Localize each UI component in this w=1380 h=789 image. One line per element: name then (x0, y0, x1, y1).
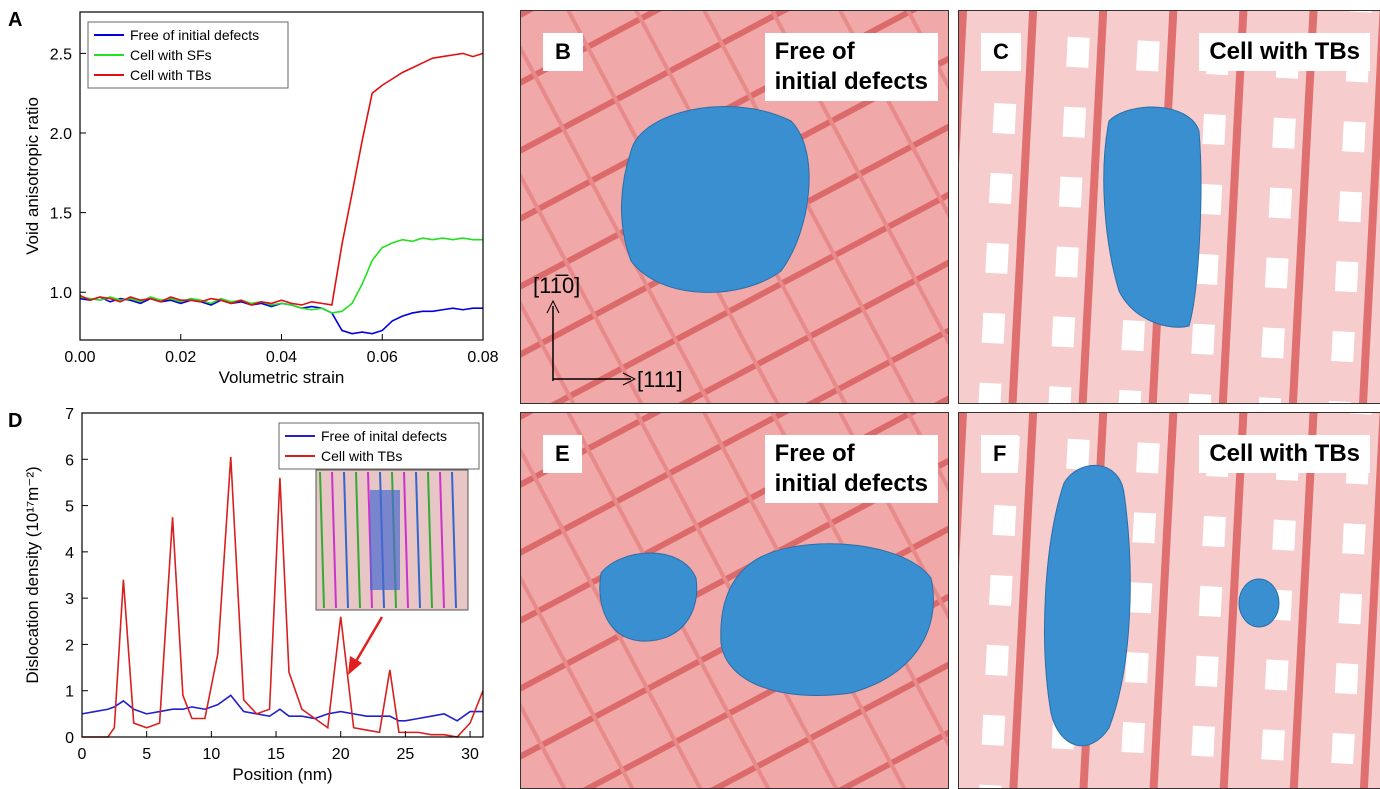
panel-label: D (8, 410, 22, 432)
caption-line: Cell with TBs (1209, 440, 1360, 467)
inset-detail (439, 471, 445, 609)
panel-label: A (8, 9, 22, 31)
x-tick-label: 0.08 (467, 349, 498, 366)
caption-line: initial defects (774, 470, 928, 497)
panel-label: B (543, 33, 583, 71)
caption-line: Cell with TBs (1209, 38, 1360, 65)
inset-detail (427, 471, 433, 609)
x-axis-label: Position (nm) (232, 765, 332, 784)
series-line (82, 456, 484, 738)
inset-detail (355, 471, 361, 609)
y-tick-label: 3 (65, 591, 74, 608)
legend-label: Cell with TBs (321, 448, 402, 464)
inset-detail (331, 471, 337, 609)
panel-b: [11̅0] [111] B Free of initial defects (520, 10, 949, 404)
plot-frame (81, 412, 484, 738)
y-tick-label: 2.0 (50, 126, 72, 143)
inset-detail (319, 471, 325, 609)
legend-label: Cell with TBs (130, 67, 211, 83)
series-line (81, 694, 483, 722)
panel-caption: Cell with TBs (1199, 435, 1370, 473)
y-tick-label: 4 (65, 545, 74, 562)
legend-label: Free of inital defects (321, 428, 447, 444)
x-tick-label: 30 (461, 746, 479, 763)
panel-label: F (981, 435, 1019, 473)
inset-detail (370, 490, 400, 590)
x-axis-label: Volumetric strain (219, 368, 345, 387)
caption-line: Free of (774, 440, 855, 467)
x-tick-label: 0 (78, 746, 87, 763)
panel-caption: Free of initial defects (764, 435, 938, 503)
legend-label: Cell with SFs (130, 47, 212, 63)
y-tick-label: 1.0 (50, 285, 72, 302)
inset-detail (451, 471, 457, 609)
x-tick-label: 10 (202, 746, 220, 763)
panel-caption: Free of initial defects (764, 33, 938, 101)
x-tick-label: 0.06 (367, 349, 398, 366)
panel-caption: Cell with TBs (1199, 33, 1370, 71)
legend-label: Free of initial defects (130, 27, 259, 43)
y-tick-label: 5 (65, 499, 74, 516)
inset-arrowhead (348, 656, 362, 675)
axis-label: [11̅0] (533, 273, 580, 298)
x-tick-label: 20 (332, 746, 350, 763)
inset-arrow (353, 616, 384, 664)
y-tick-label: 2 (65, 637, 74, 654)
legend-box (278, 422, 480, 470)
x-tick-label: 5 (142, 746, 151, 763)
y-tick-label: 6 (65, 452, 74, 469)
caption-line: initial defects (774, 68, 928, 95)
panel-e: E Free of initial defects (520, 412, 949, 789)
caption-line: Free of (774, 38, 855, 65)
x-tick-label: 0.04 (266, 349, 297, 366)
series-line (79, 237, 483, 314)
x-tick-label: 15 (267, 746, 285, 763)
y-axis-label: Void anisotropic ratio (23, 97, 42, 255)
y-tick-label: 2.5 (50, 46, 72, 63)
series-line (79, 52, 484, 306)
inset-detail (415, 471, 421, 609)
panel-c: C Cell with TBs (958, 10, 1380, 404)
axis-label: [111] (637, 367, 683, 392)
y-tick-label: 7 (65, 406, 74, 423)
panel-label: C (981, 33, 1021, 71)
inset-detail (343, 471, 349, 609)
x-tick-label: 0.02 (165, 349, 196, 366)
y-tick-label: 0 (65, 730, 74, 747)
charts: A 0.00 0.02 0.04 0.06 0.08 1.0 1.5 2.0 2.5 Volumet… (8, 9, 499, 784)
panel-label: E (543, 435, 582, 473)
y-tick-label: 1 (65, 684, 74, 701)
panel-image (959, 11, 1380, 403)
x-tick-label: 0.00 (64, 349, 95, 366)
panel-f: F Cell with TBs (958, 412, 1380, 789)
panel-image (959, 413, 1380, 788)
y-axis-label: Dislocation density (10¹⁷m⁻²) (23, 466, 42, 683)
y-tick-label: 1.5 (50, 206, 72, 223)
x-tick-label: 25 (396, 746, 414, 763)
panel-image: [11̅0] [111] (521, 11, 948, 403)
inset-detail (403, 471, 409, 609)
